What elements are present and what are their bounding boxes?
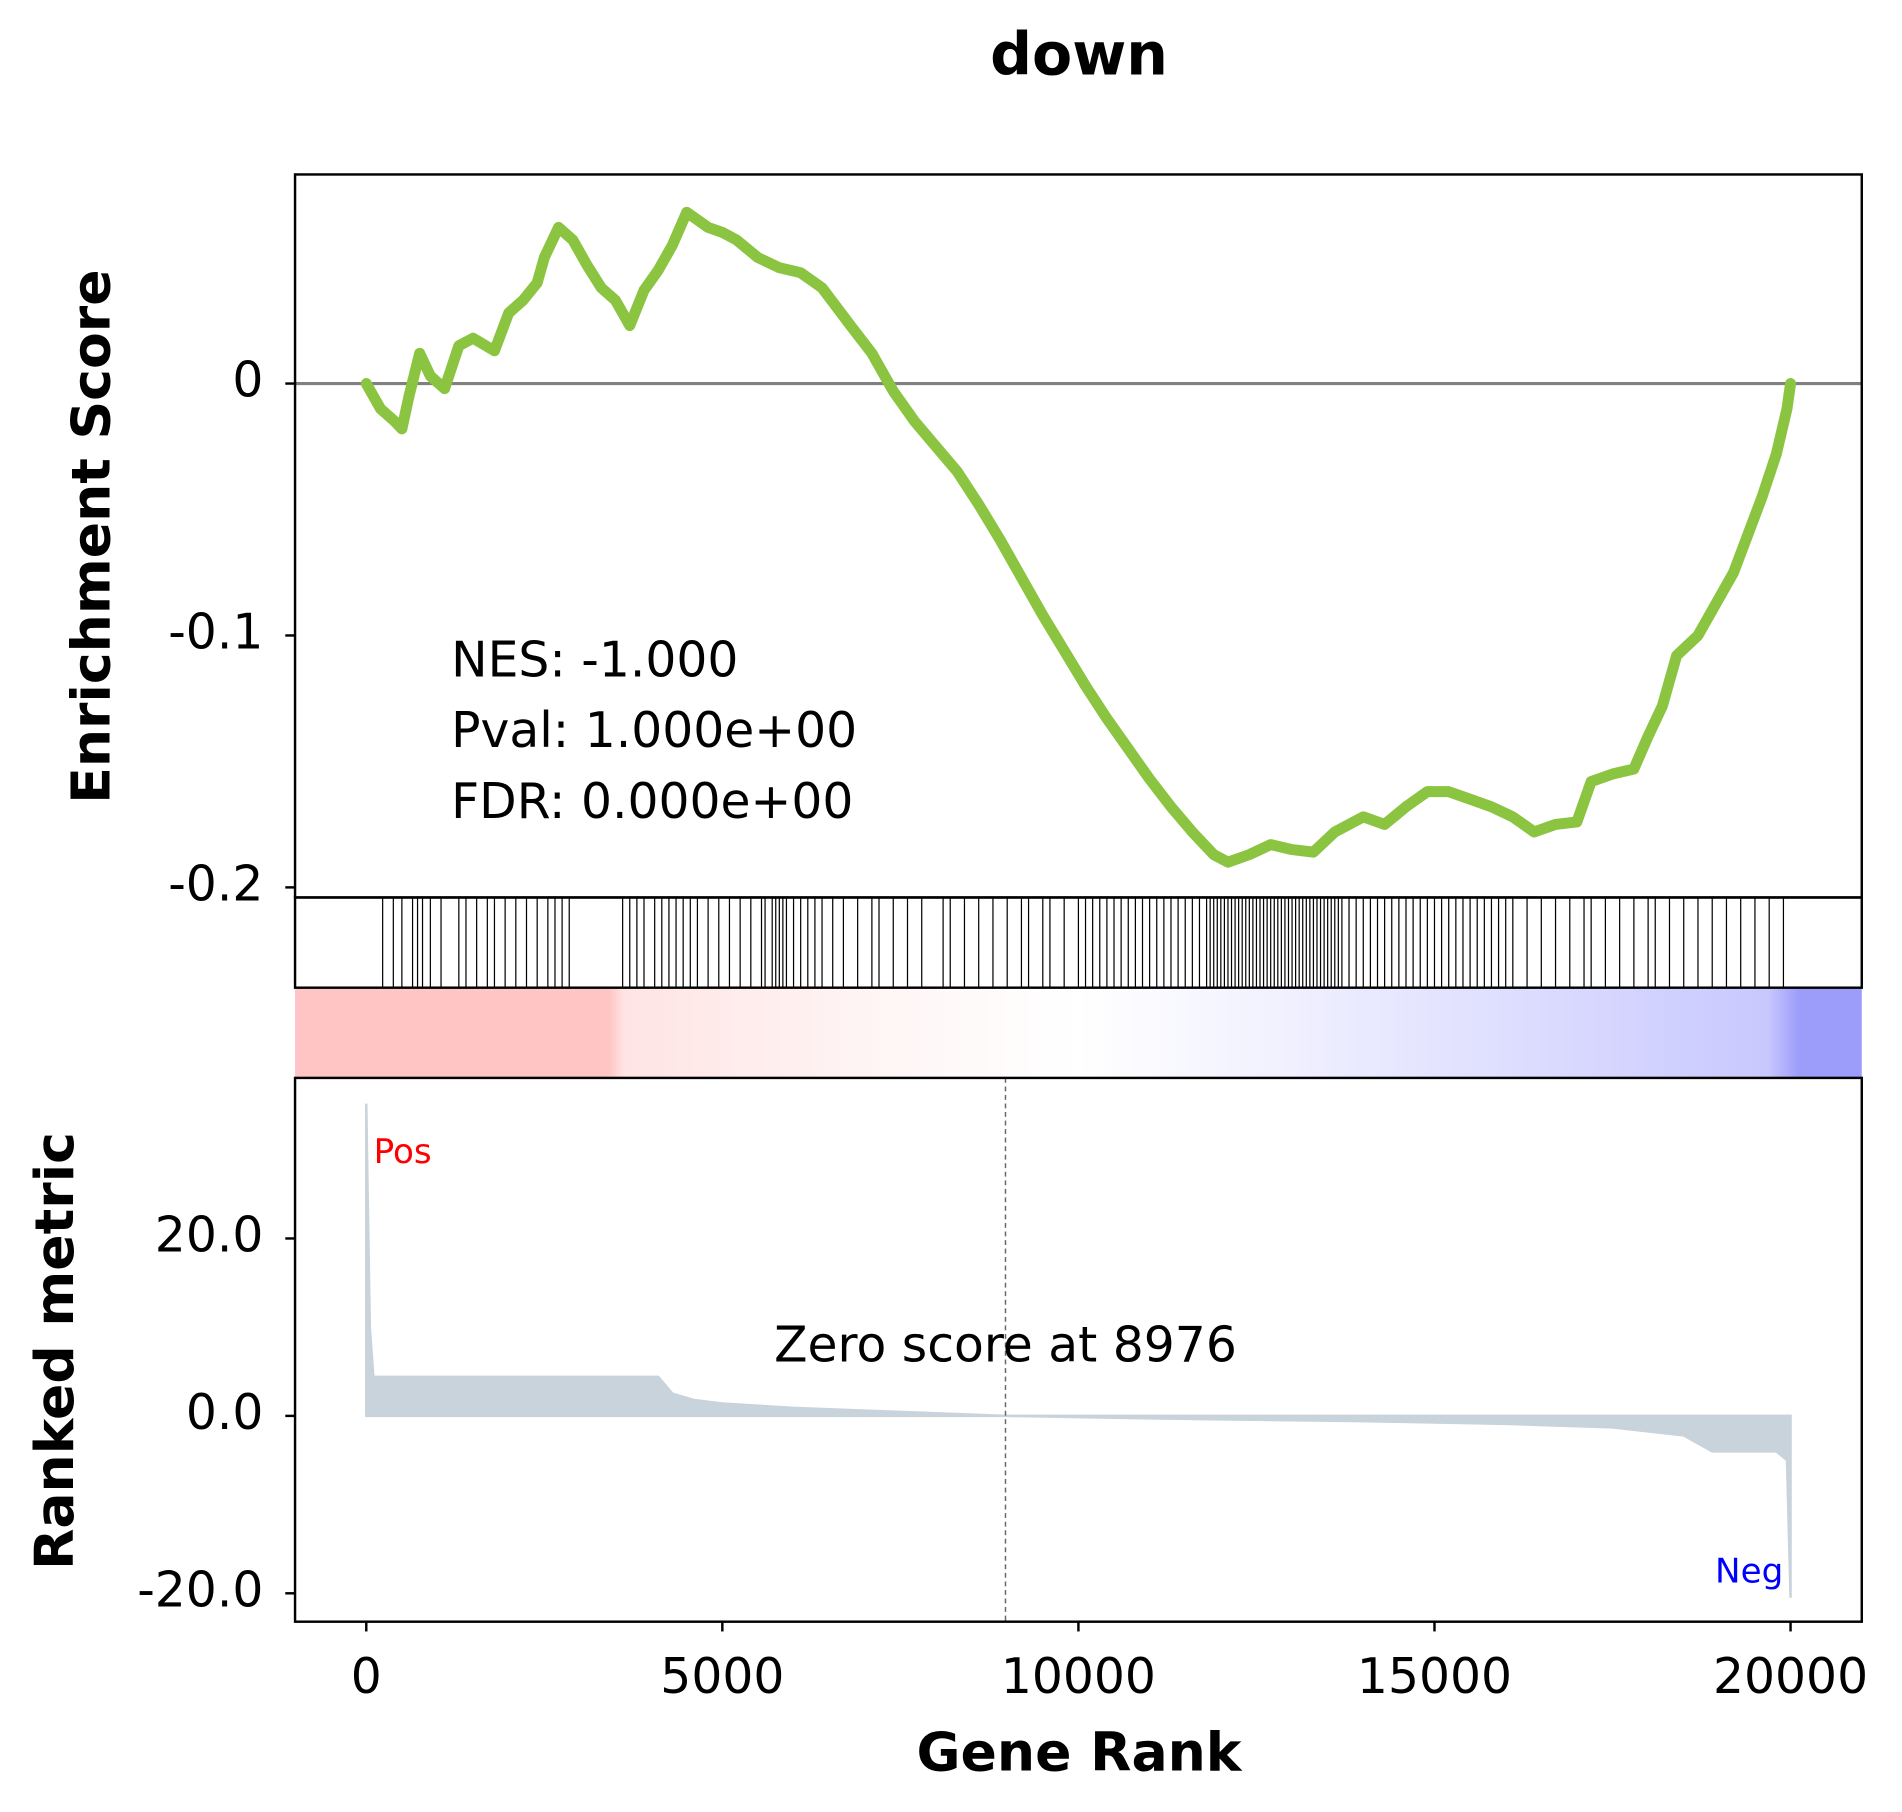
es-curve xyxy=(360,206,1797,868)
stat-annotation: NES: -1.000 xyxy=(451,632,738,688)
panel-frame xyxy=(293,1076,1863,1623)
metric-area xyxy=(365,1103,1792,1598)
x-tick-label: 5000 xyxy=(660,1649,784,1705)
x-tick-label: 15000 xyxy=(1357,1649,1512,1705)
y-tick-label: 0 xyxy=(232,353,263,409)
y-tick-label: 0.0 xyxy=(186,1385,264,1441)
color-bar xyxy=(295,987,1862,1078)
y-tick-label: -20.0 xyxy=(137,1562,263,1618)
pos-label: Pos xyxy=(374,1132,432,1172)
x-tick-label: 20000 xyxy=(1713,1649,1868,1705)
neg-label: Neg xyxy=(1715,1551,1783,1591)
x-tick-label: 10000 xyxy=(1001,1649,1156,1705)
zero-annotation: Zero score at 8976 xyxy=(774,1318,1237,1374)
chart-title: down xyxy=(990,21,1168,89)
y-tick-label: -0.1 xyxy=(168,604,263,660)
x-tick-label: 0 xyxy=(351,1649,382,1705)
stat-annotation: Pval: 1.000e+00 xyxy=(451,703,857,759)
x-axis-label: Gene Rank xyxy=(917,1720,1243,1783)
stat-annotation: FDR: 0.000e+00 xyxy=(451,774,853,830)
y-axis-label: Enrichment Score xyxy=(60,269,123,803)
y-tick-label: 20.0 xyxy=(155,1207,264,1263)
y-axis-label: Ranked metric xyxy=(23,1132,86,1570)
panel-frame xyxy=(293,896,1863,989)
y-tick-label: -0.2 xyxy=(168,856,263,912)
